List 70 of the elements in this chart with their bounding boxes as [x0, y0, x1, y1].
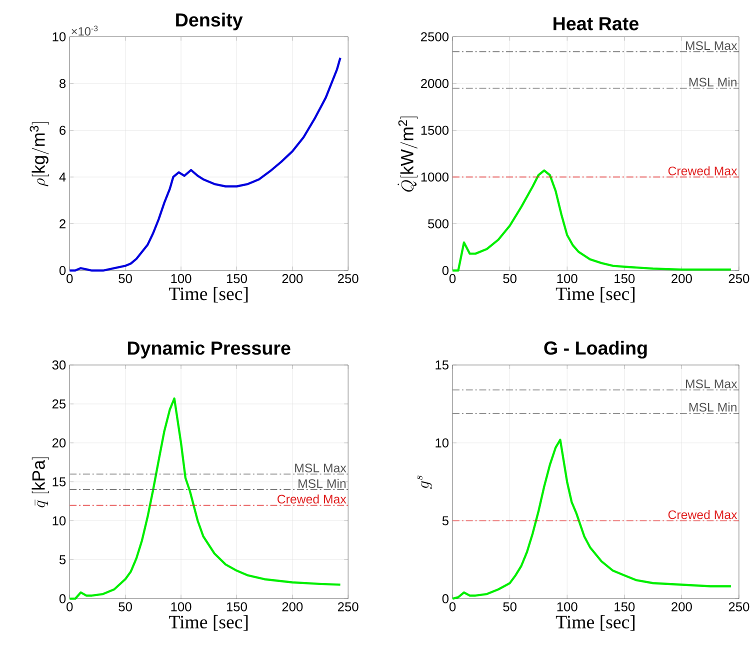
- x-tick-label: 0: [449, 274, 456, 283]
- y-tick-label: 10: [52, 516, 66, 526]
- x-axis-title: Time [sec]: [169, 614, 248, 631]
- y-axis-title: $\bar{q}\ [\mathrm{kPa}]$: [32, 457, 49, 508]
- x-tick-label: 200: [282, 602, 303, 612]
- x-tick-label: 250: [338, 274, 358, 283]
- chart-title: Density: [176, 12, 243, 30]
- y-tick-label: 0: [59, 266, 66, 275]
- y-tick-label: 10: [52, 32, 66, 42]
- text: ×10$^{-3}$: [72, 25, 98, 36]
- ref-line-label: Crewed Max: [668, 166, 738, 176]
- x-axis-title: Time [sec]: [169, 286, 248, 302]
- x-axis-title: Time [sec]: [556, 286, 635, 302]
- x-tick-label: 0: [449, 602, 456, 612]
- chart-title: G - Loading: [544, 340, 647, 358]
- ref-line-label: Crewed Max: [278, 494, 346, 504]
- x-tick-label: 150: [226, 602, 247, 612]
- x-tick-label: 200: [672, 274, 692, 283]
- y-tick-label: 15: [52, 477, 66, 486]
- chart-title: Dynamic Pressure: [128, 340, 290, 358]
- y-axis-title: $\rho[\mathrm{kg/m^3}]$: [30, 122, 49, 186]
- y-tick-label: 6: [60, 126, 66, 135]
- y-tick-label: 5: [442, 516, 448, 526]
- y-axis-title: $\dot{Q}[\mathrm{kW/m^2}]$: [398, 116, 418, 192]
- line-series: [68, 56, 342, 272]
- y-tick-label: 30: [52, 360, 66, 370]
- y-tick-label: 0: [59, 594, 66, 604]
- y-tick-label: 1500: [421, 126, 449, 135]
- x-tick-label: 0: [66, 602, 73, 612]
- ref-line-label: MSL Min: [298, 478, 346, 488]
- x-tick-label: 50: [503, 602, 516, 612]
- x-tick-label: 0: [66, 274, 73, 283]
- y-tick-label: 15: [436, 360, 448, 370]
- x-tick-label: 200: [282, 274, 303, 283]
- ref-line-label: MSL Min: [689, 77, 736, 86]
- x-tick-label: 100: [171, 274, 192, 283]
- x-tick-label: 150: [226, 274, 247, 283]
- y-tick-label: 2: [60, 219, 66, 228]
- x-tick-label: 150: [614, 274, 635, 283]
- x-tick-label: 50: [503, 274, 516, 283]
- ref-line-label: Crewed Max: [668, 510, 738, 519]
- y-tick-label: 4: [59, 172, 66, 182]
- y-tick-label: 2000: [421, 78, 449, 88]
- x-axis-title: Time [sec]: [556, 614, 635, 631]
- y-tick-label: 500: [428, 219, 449, 228]
- y-tick-label: 1000: [421, 172, 449, 182]
- x-tick-label: 250: [728, 602, 750, 612]
- x-tick-label: 150: [614, 602, 635, 612]
- y-tick-label: 0: [442, 266, 449, 275]
- y-tick-label: 2500: [421, 32, 449, 42]
- y-tick-label: 10: [436, 438, 449, 448]
- y-tick-label: 0: [442, 594, 449, 604]
- x-tick-label: 200: [672, 602, 692, 612]
- x-tick-label: 250: [728, 274, 750, 283]
- x-tick-label: 100: [557, 602, 578, 612]
- x-tick-label: 100: [557, 274, 578, 283]
- ref-line-label: MSL Max: [295, 463, 346, 472]
- y-tick-label: 5: [59, 555, 66, 564]
- ref-line-label: MSL Max: [686, 379, 738, 388]
- y-tick-label: 20: [52, 438, 66, 448]
- x-tick-label: 250: [338, 602, 358, 612]
- x-tick-label: 50: [118, 602, 132, 612]
- x-tick-label: 50: [118, 274, 132, 283]
- y-tick-label: 8: [60, 78, 66, 88]
- chart-title: Heat Rate: [554, 16, 638, 30]
- ref-line-label: MSL Min: [689, 402, 736, 412]
- ref-line-label: MSL Max: [686, 41, 738, 50]
- y-tick-label: 25: [52, 399, 66, 408]
- y-axis-title: $g^s$: [417, 475, 432, 489]
- x-tick-label: 100: [171, 602, 192, 612]
